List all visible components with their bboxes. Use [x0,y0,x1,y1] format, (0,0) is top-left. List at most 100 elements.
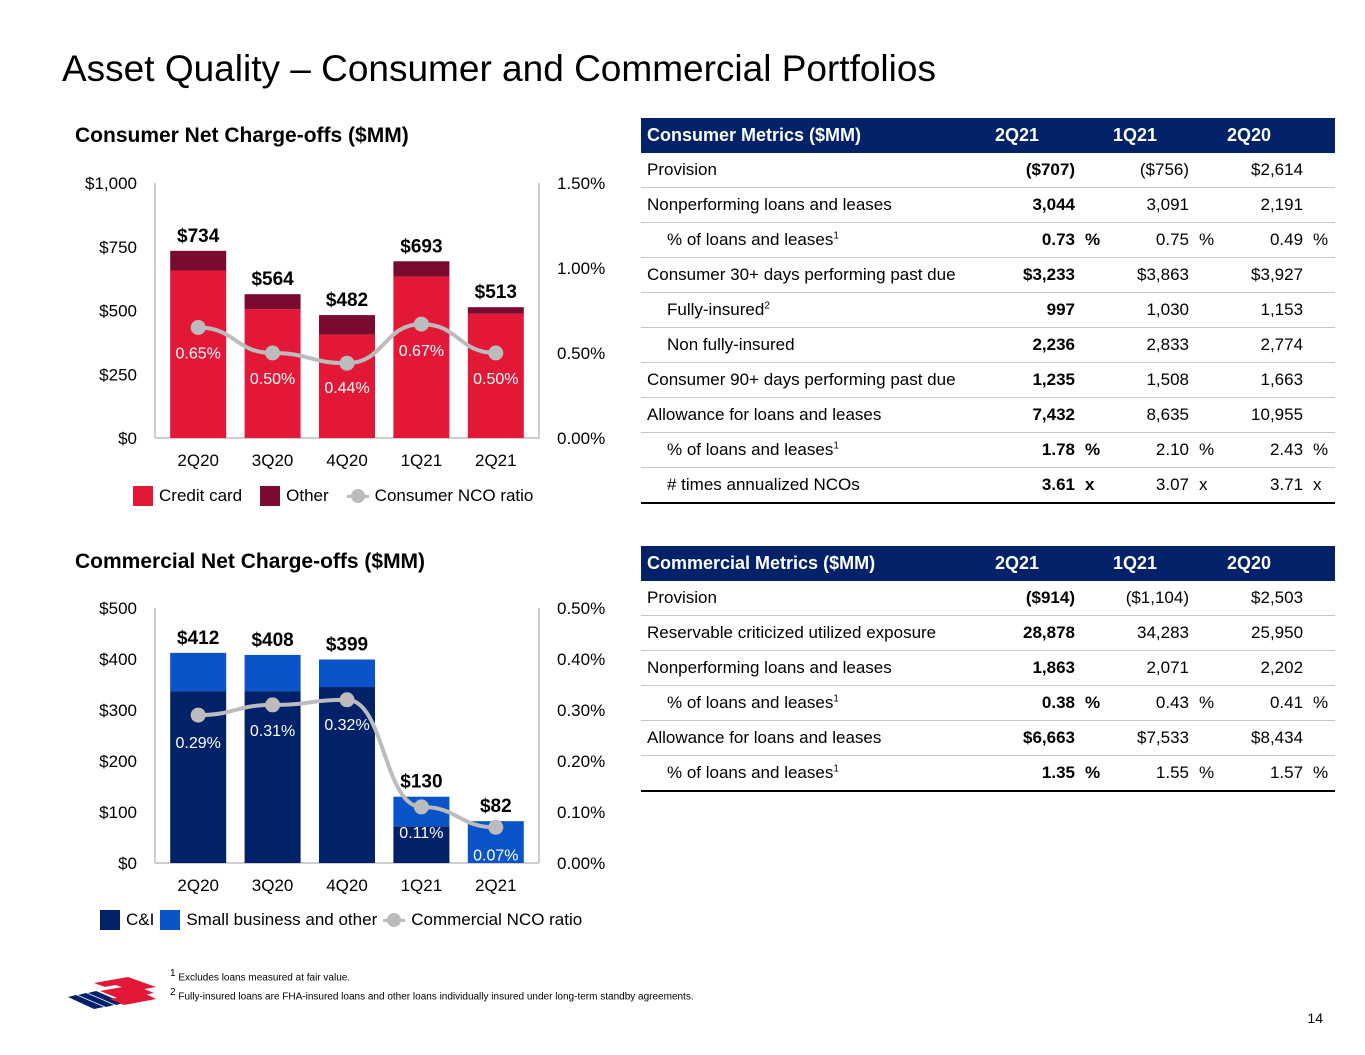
consumer-nco-chart: $0 $250 $500 $750 $1,000 0.00% 0.50% 1.00% 1.50%… [85,174,605,470]
x-tick-label: 2Q20 [177,451,219,470]
table-row: Consumer 30+ days performing past due $3,… [641,257,1336,293]
x-tick-label: 1Q21 [401,451,443,470]
unit-cell: x [1081,467,1108,504]
footnote-marker: 1 [170,968,176,979]
row-label-text: % of loans and leases [667,230,834,249]
table-header-row: Consumer Metrics ($MM) 2Q21 1Q21 2Q20 [641,118,1336,153]
nco-ratio-point [190,707,206,723]
unit-cell [1309,650,1336,686]
value-cell: $6,663 [989,720,1081,756]
table-header-cell: 2Q21 [989,118,1108,153]
bar-other [467,307,524,314]
row-label: % of loans and leases1 [641,222,989,258]
row-label: Reservable criticized utilized exposure [641,615,989,651]
unit-cell: % [1195,755,1222,792]
nco-ratio-point [488,345,504,361]
unit-cell: % [1309,685,1336,721]
value-cell: 7,432 [989,397,1081,433]
row-label: Non fully-insured [641,327,989,363]
table-row: % of loans and leases1 0.73% 0.75% 0.49% [641,222,1336,258]
unit-cell [1309,615,1336,651]
y2-tick-label: 0.10% [557,803,605,822]
y2-tick-label: 0.00% [557,854,605,873]
footnote-marker: 2 [170,987,176,999]
consumer-legend: Credit card Other Consumer NCO ratio [133,486,551,506]
footnote-ref: 1 [833,763,839,775]
nco-ratio-label: 0.29% [176,735,221,752]
x-tick-label: 2Q20 [177,876,219,895]
table-row: Allowance for loans and leases $6,663 $7,5… [641,720,1336,756]
row-label-text: Non fully-insured [667,335,795,354]
row-label-text: # times annualized NCOs [667,475,860,494]
bar-total-label: $564 [251,269,294,290]
unit-cell [1195,292,1222,328]
unit-cell: % [1195,222,1222,258]
unit-cell [1195,650,1222,686]
row-label-text: Reservable criticized utilized exposure [647,623,937,642]
y2-tick-label: 0.00% [557,429,605,448]
y2-tick-label: 0.40% [557,650,605,669]
value-cell: 1,863 [989,650,1081,686]
value-cell: 0.41 [1221,685,1310,721]
unit-cell [1309,187,1336,223]
page-title: Asset Quality – Consumer and Commercial … [62,48,936,89]
unit-cell [1195,153,1222,188]
row-label: Nonperforming loans and leases [641,187,989,223]
value-cell: 1,508 [1107,362,1196,398]
value-cell: 0.38 [989,685,1081,721]
bar-total-label: $693 [400,236,442,257]
footnote-text: Excludes loans measured at fair value. [178,972,351,984]
unit-cell: % [1081,432,1108,468]
y-tick-label: $500 [99,599,137,618]
x-tick-label: 4Q20 [326,451,368,470]
row-label: % of loans and leases1 [641,755,989,792]
legend-swatch-line [346,486,369,506]
x-tick-label: 2Q21 [475,876,517,895]
value-cell: $8,434 [1221,720,1310,756]
nco-ratio-point [413,799,429,815]
row-label-text: % of loans and leases [667,440,834,459]
value-cell: ($914) [989,581,1081,616]
table-row: Provision ($707) ($756) $2,614 [641,153,1336,188]
unit-cell: % [1309,222,1336,258]
unit-cell [1081,257,1108,293]
legend-label: Small business and other [186,910,378,929]
value-cell: 0.49 [1221,222,1310,258]
bar-other [393,261,450,277]
value-cell: 34,283 [1107,615,1196,651]
legend-swatch-small-business [160,910,181,930]
y2-tick-label: 1.50% [557,174,605,193]
unit-cell: % [1081,685,1108,721]
footnote-ref: 1 [833,440,839,452]
legend-item-commercial-nco-ratio: Commercial NCO ratio [383,910,582,930]
row-label: % of loans and leases1 [641,432,989,468]
bar-total-label: $408 [251,630,293,651]
y-tick-label: $0 [118,429,137,448]
nco-ratio-label: 0.07% [473,847,518,864]
flag-stripes [68,977,156,1009]
y-tick-label: $300 [99,701,137,720]
bar-other [170,250,227,271]
table-row: % of loans and leases1 1.78% 2.10% 2.43% [641,432,1336,468]
row-label: Fully-insured2 [641,292,989,328]
y-tick-label: $250 [99,365,137,384]
unit-cell [1081,650,1108,686]
nco-ratio-label: 0.50% [473,371,518,388]
value-cell: 0.43 [1107,685,1196,721]
bar-other [319,315,375,335]
row-label: Allowance for loans and leases [641,720,989,756]
value-cell: 0.73 [989,222,1081,258]
bar-credit-card [393,276,450,438]
bar-total-label: $482 [326,290,368,311]
row-label-text: Allowance for loans and leases [647,405,882,424]
unit-cell [1195,615,1222,651]
y-tick-label: $1,000 [85,174,137,193]
row-label-text: Provision [647,588,717,607]
bar-total-label: $399 [326,635,368,656]
footnote-ref: 2 [764,300,770,312]
value-cell: 3,091 [1107,187,1196,223]
x-tick-label: 2Q21 [475,451,517,470]
x-tick-label: 4Q20 [326,876,368,895]
unit-cell [1081,187,1108,223]
value-cell: 28,878 [989,615,1081,651]
